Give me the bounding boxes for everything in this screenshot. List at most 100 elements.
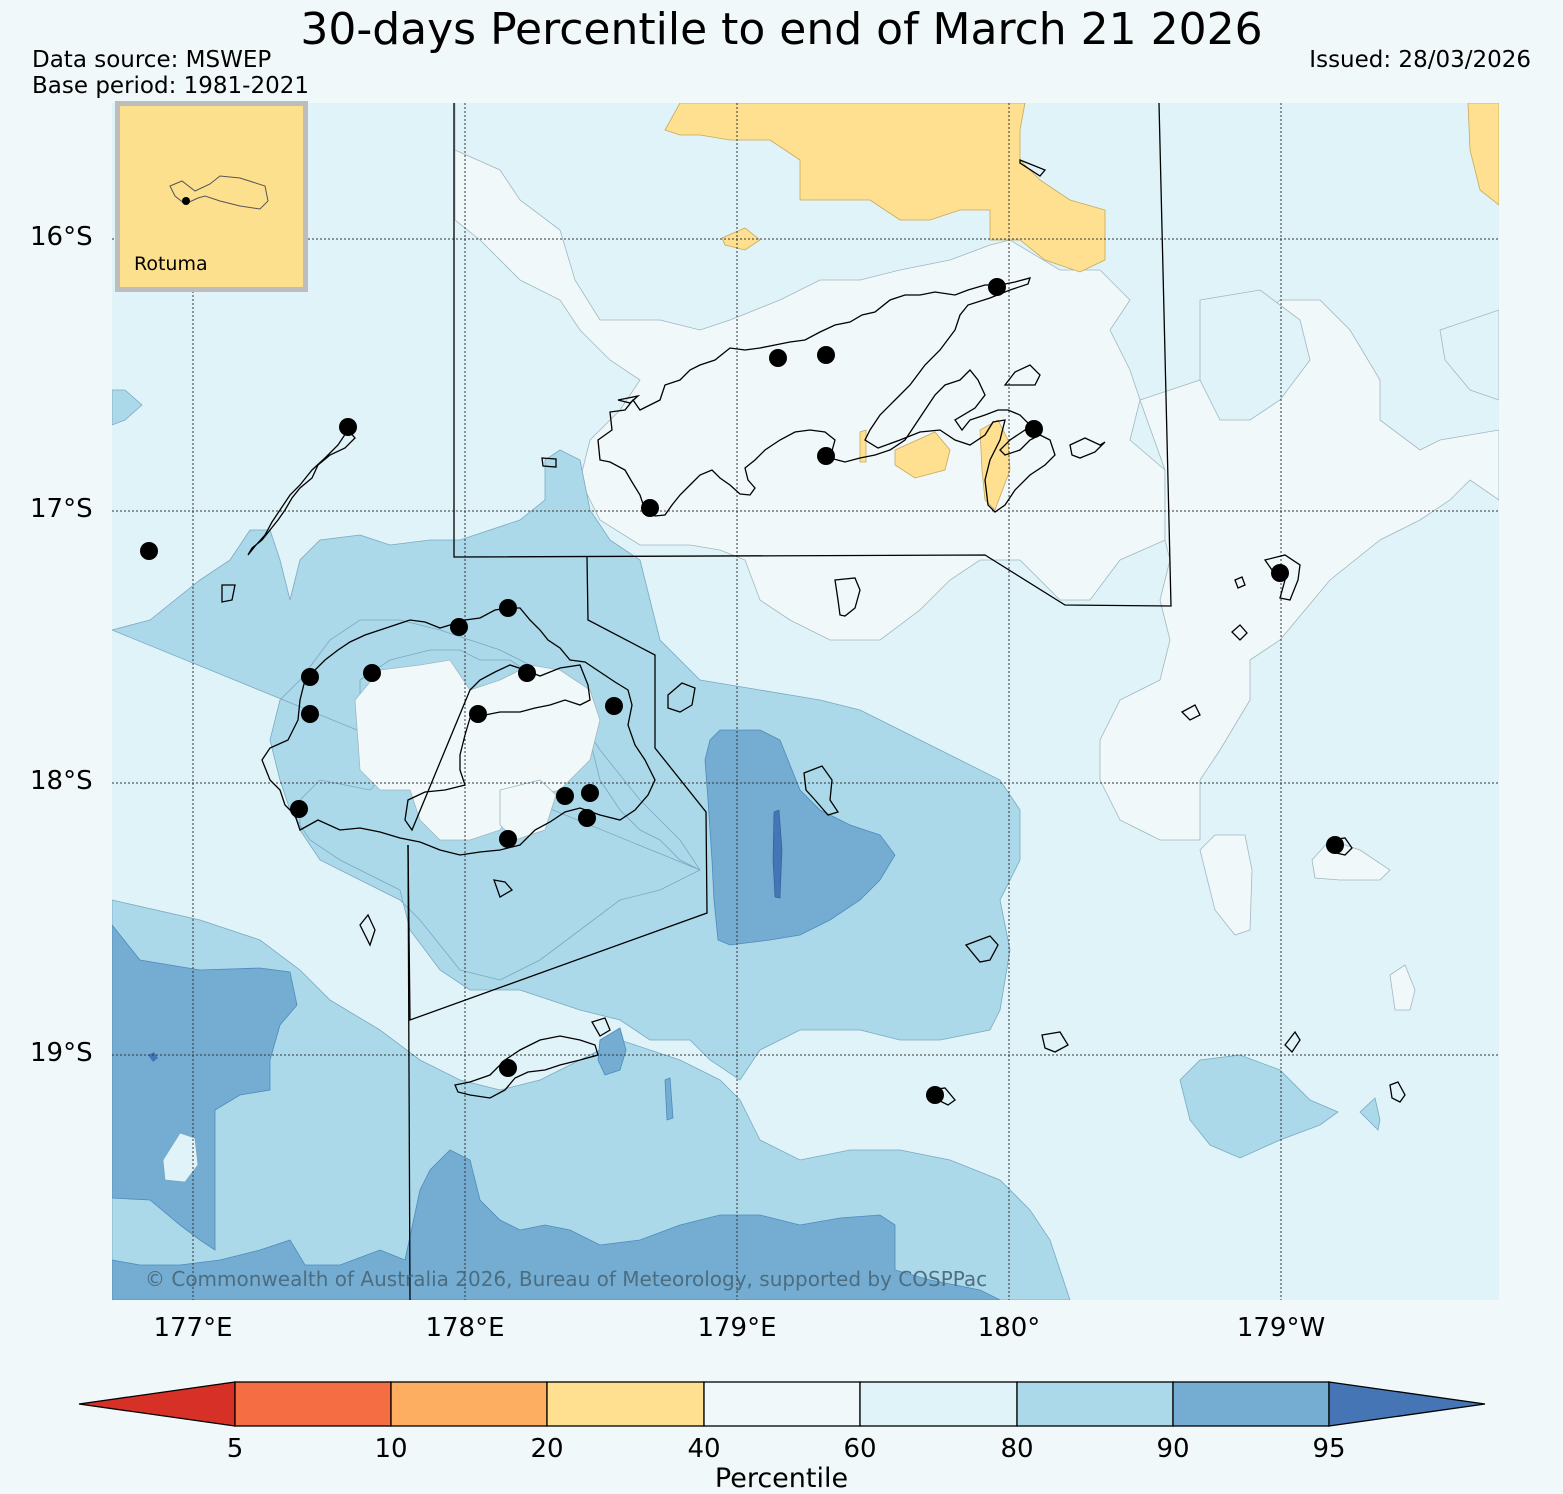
lau-south-coast: [1389, 1081, 1406, 1103]
issued-date: Issued: 28/03/2026: [1309, 47, 1531, 73]
rotuma-island-shape: [169, 175, 269, 210]
colorbar-title: Percentile: [714, 1463, 849, 1494]
station-marker: [469, 705, 487, 723]
coastlines: [221, 159, 1406, 1106]
lau-islet-4: [1180, 704, 1201, 721]
station-marker: [1326, 836, 1344, 854]
data-source: Data source: MSWEP: [32, 47, 272, 73]
lat-label-16s: 16°S: [30, 222, 93, 252]
band-60-80-sw-patch: [162, 1132, 199, 1183]
lat-label-17s: 17°S: [30, 494, 93, 524]
lau-islet-3: [1231, 624, 1248, 641]
station-marker: [518, 664, 536, 682]
band-80-90-south: [112, 899, 1071, 1300]
colorbar-tick: 5: [226, 1434, 244, 1464]
boundary-western: [407, 844, 411, 1300]
lon-label-178e: 178°E: [425, 1313, 505, 1343]
colorbar-segment: [546, 1381, 705, 1427]
lau-islet-2: [1234, 576, 1246, 589]
colorbar-tick: 60: [843, 1434, 877, 1464]
lon-label-179e: 179°E: [697, 1313, 777, 1343]
vanua-islet-2: [617, 394, 641, 404]
band-40-60-sw: [1199, 834, 1253, 936]
inset-label: Rotuma: [134, 253, 208, 275]
station-marker: [339, 418, 357, 436]
colorbar-tick: 95: [1312, 1434, 1346, 1464]
west-islet: [221, 584, 236, 603]
band-90-95-central: [704, 729, 896, 946]
colorbar-segment: [390, 1381, 548, 1427]
colorbar-segment: [234, 1381, 392, 1427]
colorbar-tick: 80: [1000, 1434, 1034, 1464]
yasawa-coast: [247, 428, 356, 556]
station-marker: [926, 1086, 944, 1104]
station-markers: [140, 278, 1344, 1104]
vanua-islet: [541, 457, 557, 468]
division-boundaries: [407, 103, 1172, 1300]
band-60-80-ne: [1199, 289, 1311, 421]
band-above-95-dot: [148, 1052, 158, 1062]
station-marker: [581, 784, 599, 802]
band-90-95-small-south: [597, 1027, 627, 1076]
rotuma-inset: Rotuma: [115, 101, 308, 292]
band-above-95: [772, 809, 783, 899]
band-40-60-south-viti: [499, 779, 557, 841]
totoya-coast: [1041, 1031, 1069, 1053]
boundary-central: [407, 556, 708, 1021]
band-20-40-vanua: [859, 419, 1011, 511]
rotuma-station: [182, 197, 190, 205]
colorbar: [78, 1381, 1486, 1427]
copyright-notice: © Commonwealth of Australia 2026, Bureau…: [145, 1267, 988, 1291]
taveuni-coast: [1003, 364, 1041, 386]
station-marker: [499, 1059, 517, 1077]
station-marker: [450, 618, 468, 636]
band-40-60-north: [454, 103, 1166, 641]
lau-north-coast: [1069, 437, 1106, 459]
band-20-40-ne-corner: [1467, 103, 1499, 206]
band-80-90-nw: [112, 389, 143, 426]
colorbar-segment: [1172, 1381, 1330, 1427]
colorbar-tick: 40: [687, 1434, 721, 1464]
lon-label-177e: 177°E: [153, 1313, 233, 1343]
band-90-95-south: [112, 1149, 1001, 1300]
band-60-80-ne2: [1439, 309, 1499, 401]
ovalau-coast: [667, 682, 696, 713]
koro-coast: [803, 765, 840, 816]
colorbar-extend-low: [78, 1381, 236, 1427]
base-period: Base period: 1981-2021: [32, 73, 310, 99]
lau-islet-5: [1284, 1030, 1301, 1054]
southwest-islet: [359, 913, 376, 947]
station-marker: [605, 697, 623, 715]
colorbar-segment: [1016, 1381, 1174, 1427]
colorbar-tick: 20: [530, 1434, 564, 1464]
station-marker: [301, 668, 319, 686]
station-marker: [1271, 564, 1289, 582]
station-marker: [140, 542, 158, 560]
beqa-coast: [591, 1017, 611, 1037]
lat-label-19s: 19°S: [30, 1038, 93, 1068]
colorbar-tick: 90: [1156, 1434, 1190, 1464]
band-90-95-tiny: [664, 1077, 674, 1121]
south-islet: [493, 879, 514, 898]
boundary-northern: [453, 103, 1172, 607]
band-20-40-north: [664, 103, 1106, 273]
station-marker: [290, 800, 308, 818]
station-marker: [817, 447, 835, 465]
colorbar-segment: [703, 1381, 861, 1427]
colorbar-extend-high: [1328, 1381, 1486, 1427]
vanua-levu-coast: [597, 277, 1056, 517]
gau-coast: [964, 935, 999, 963]
lon-label-179w: 179°W: [1236, 1313, 1326, 1343]
lon-label-180: 180°: [977, 1313, 1041, 1343]
station-marker: [363, 664, 381, 682]
station-marker: [988, 278, 1006, 296]
band-40-60-south-lau: [1389, 964, 1416, 1011]
station-marker: [817, 346, 835, 364]
station-marker: [556, 787, 574, 805]
colorbar-tick: 10: [374, 1434, 408, 1464]
station-marker: [769, 349, 787, 367]
station-marker: [499, 830, 517, 848]
station-marker: [301, 705, 319, 723]
map-title: 30-days Percentile to end of March 21 20…: [300, 4, 1263, 55]
